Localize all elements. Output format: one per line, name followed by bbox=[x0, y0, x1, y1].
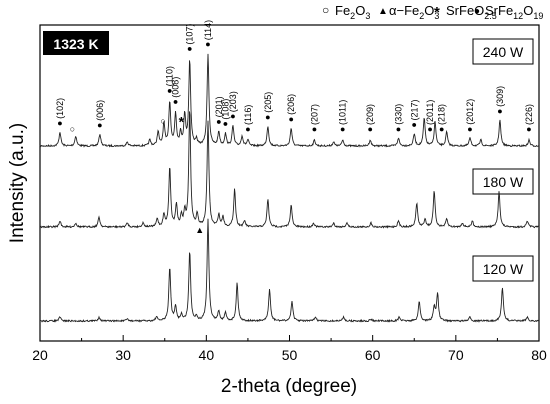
y-axis-label: Intensity (a.u.) bbox=[7, 123, 28, 243]
temperature-label: 1323 K bbox=[53, 36, 98, 52]
peak-marker: ● bbox=[467, 124, 472, 134]
peak-label: (2011) bbox=[425, 100, 435, 125]
peak-marker: ● bbox=[340, 124, 345, 134]
peak-marker: ● bbox=[312, 124, 317, 134]
legend-item-alpha-fe2o3: ▲ α−Fe2O3 bbox=[378, 3, 439, 21]
x-tick-label: 60 bbox=[365, 347, 381, 363]
legend-label-srfeo25: SrFeO2.5 bbox=[446, 3, 497, 21]
peak-label: (114) bbox=[203, 20, 213, 40]
x-tick-label: 50 bbox=[282, 347, 298, 363]
peak-marker: ● bbox=[173, 97, 178, 107]
peak-label: (201) bbox=[214, 96, 224, 117]
legend-label-fe2o3: Fe2O3 bbox=[335, 3, 370, 21]
peak-marker: ● bbox=[245, 124, 250, 134]
legend-item-srfeo25: * SrFeO2.5 bbox=[434, 3, 497, 21]
peak-label: (209) bbox=[365, 104, 375, 125]
peak-label: (207) bbox=[310, 104, 320, 125]
peak-label: (203) bbox=[228, 91, 238, 112]
peak-label: (217) bbox=[409, 99, 419, 120]
legend-marker-filled-triangle: ▲ bbox=[378, 6, 388, 17]
legend-marker-filled-circle: ● bbox=[474, 6, 480, 17]
peak-label: (205) bbox=[263, 92, 273, 113]
series-label-180w: 180 W bbox=[483, 174, 524, 190]
peak-marker: * bbox=[179, 113, 185, 129]
peak-marker: ○ bbox=[70, 124, 75, 134]
temperature-badge: 1323 K bbox=[43, 31, 109, 55]
peak-marker: ● bbox=[230, 111, 235, 121]
peak-marker: ▲ bbox=[195, 225, 204, 235]
peak-marker: ● bbox=[97, 120, 102, 130]
peak-label: (110) bbox=[165, 66, 175, 86]
peak-marker: ● bbox=[265, 112, 270, 122]
series-label-240w: 240 W bbox=[483, 44, 524, 60]
peak-marker: ● bbox=[526, 124, 531, 134]
peak-label: (218) bbox=[437, 104, 447, 125]
peak-marker: ● bbox=[396, 124, 401, 134]
peak-label: (107) bbox=[185, 24, 195, 45]
x-tick-label: 40 bbox=[199, 347, 215, 363]
x-axis-label: 2-theta (degree) bbox=[221, 376, 357, 397]
peak-marker: ● bbox=[57, 118, 62, 128]
peak-marker: ○ bbox=[160, 116, 165, 126]
peak-marker: ● bbox=[367, 124, 372, 134]
x-axis: 20 30 40 50 60 70 80 bbox=[32, 335, 547, 363]
legend: ○ Fe2O3 ▲ α−Fe2O3 * SrFeO2.5 ● SrFe12O19 bbox=[322, 3, 543, 21]
legend-item-srfe12o19: ● SrFe12O19 bbox=[474, 3, 543, 21]
peak-marker: ● bbox=[223, 119, 228, 129]
series-line-240w bbox=[39, 53, 540, 148]
peak-label: (226) bbox=[524, 104, 534, 125]
x-tick-label: 70 bbox=[448, 347, 464, 363]
peak-label: (008) bbox=[171, 77, 181, 98]
legend-label-alpha-fe2o3: α−Fe2O3 bbox=[389, 3, 439, 21]
series-line-120w bbox=[39, 218, 540, 323]
peak-label: (2012) bbox=[465, 99, 475, 125]
peak-marker: ● bbox=[167, 85, 172, 95]
legend-marker-asterisk: * bbox=[434, 4, 440, 21]
peak-marker: ● bbox=[427, 124, 432, 134]
series-label-120w-box: 120 W bbox=[472, 255, 534, 282]
annotation-layer: ●(102)●(006)○○●(110)●(008)*●(107) ●(114)●… bbox=[55, 20, 534, 235]
peak-marker: ● bbox=[439, 124, 444, 134]
peak-label: (330) bbox=[393, 104, 403, 125]
legend-item-fe2o3: ○ Fe2O3 bbox=[322, 3, 370, 21]
peak-marker: ● bbox=[497, 106, 502, 116]
peak-label: (102) bbox=[55, 98, 65, 119]
x-tick-label: 80 bbox=[531, 347, 547, 363]
peak-marker: ● bbox=[412, 120, 417, 130]
peak-label: (006) bbox=[95, 100, 105, 121]
legend-label-srfe12o19: SrFe12O19 bbox=[485, 3, 543, 21]
peak-label: (206) bbox=[286, 94, 296, 115]
legend-marker-open-circle: ○ bbox=[322, 3, 329, 17]
peak-label: (309) bbox=[495, 86, 505, 107]
peak-marker: ● bbox=[205, 39, 210, 49]
series-layer bbox=[39, 53, 540, 323]
peak-marker: ● bbox=[187, 44, 192, 54]
x-tick-label: 30 bbox=[115, 347, 131, 363]
plot-frame bbox=[39, 24, 540, 342]
peak-label: (116) bbox=[243, 105, 253, 125]
x-tick-label: 20 bbox=[32, 347, 48, 363]
series-label-240w-box: 240 W bbox=[472, 38, 534, 65]
peak-label: (1011) bbox=[338, 100, 348, 125]
peak-label: (108) bbox=[221, 99, 231, 120]
series-label-120w: 120 W bbox=[483, 261, 524, 277]
peak-marker: ● bbox=[216, 116, 221, 126]
series-line-180w bbox=[39, 111, 540, 229]
peak-marker: ● bbox=[288, 114, 293, 124]
series-label-180w-box: 180 W bbox=[472, 168, 534, 195]
